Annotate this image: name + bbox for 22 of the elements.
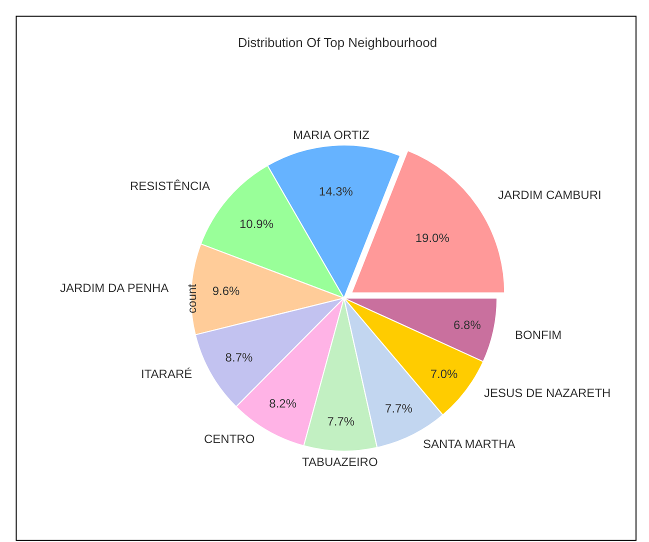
data-label: 7.7% (327, 414, 355, 429)
slice-label: TABUAZEIRO (302, 455, 378, 469)
slice-label: JARDIM DA PENHA (60, 281, 169, 295)
data-label: 8.2% (269, 396, 297, 411)
data-label: 9.6% (212, 284, 240, 298)
chart-title: Distribution Of Top Neighbourhood (238, 35, 438, 50)
slice-label: RESISTÊNCIA (130, 179, 210, 193)
slice-label: JARDIM CAMBURI (498, 188, 602, 202)
slice-label: SANTA MARTHA (423, 437, 516, 451)
data-label: 6.8% (454, 318, 482, 332)
slice-label: CENTRO (204, 432, 255, 446)
slice-label: BONFIM (515, 328, 562, 342)
data-label: 7.0% (430, 366, 458, 381)
slice-label: ITARARÉ (141, 367, 192, 381)
data-label: 10.9% (240, 216, 274, 231)
data-label: 7.7% (385, 402, 413, 416)
text: count (185, 283, 200, 314)
slice-label: JESUS DE NAZARETH (484, 386, 611, 400)
data-label: 14.3% (318, 184, 354, 199)
slice-label: MARIA ORTIZ (293, 128, 370, 142)
data-label: 19.0% (415, 230, 450, 245)
data-label: 8.7% (225, 350, 253, 365)
